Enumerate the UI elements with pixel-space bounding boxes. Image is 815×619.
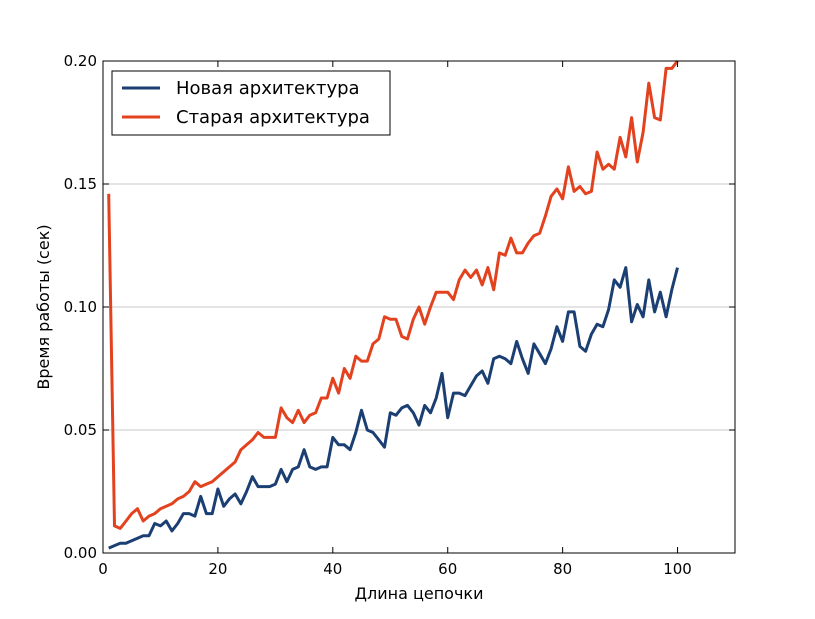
y-tick-label: 0.00 [64, 544, 97, 562]
legend: Новая архитектура Старая архитектура [111, 70, 391, 136]
x-tick-label: 100 [663, 560, 692, 578]
x-tick-label: 0 [98, 560, 108, 578]
x-tick-label: 80 [553, 560, 572, 578]
y-tick-label: 0.05 [64, 421, 97, 439]
series-lines [107, 60, 679, 550]
series-line-new-architecture [108, 266, 679, 550]
y-tick-label: 0.20 [64, 52, 97, 70]
x-tick-label: 60 [438, 560, 457, 578]
x-tick-label: 20 [208, 560, 227, 578]
series-line-old-architecture [107, 60, 679, 530]
legend-box [111, 70, 391, 136]
y-axis-label: Время работы (сек) [34, 224, 53, 389]
y-tick-label: 0.15 [64, 175, 97, 193]
axis-ticks: 0.00 0.05 0.10 0.15 0.20 0 20 40 60 80 100 [64, 52, 735, 578]
legend-label-old-architecture: Старая архитектура [176, 107, 370, 128]
x-axis-label: Длина цепочки [355, 584, 484, 603]
y-tick-label: 0.10 [64, 298, 97, 316]
x-tick-label: 40 [323, 560, 342, 578]
legend-label-new-architecture: Новая архитектура [176, 78, 360, 99]
